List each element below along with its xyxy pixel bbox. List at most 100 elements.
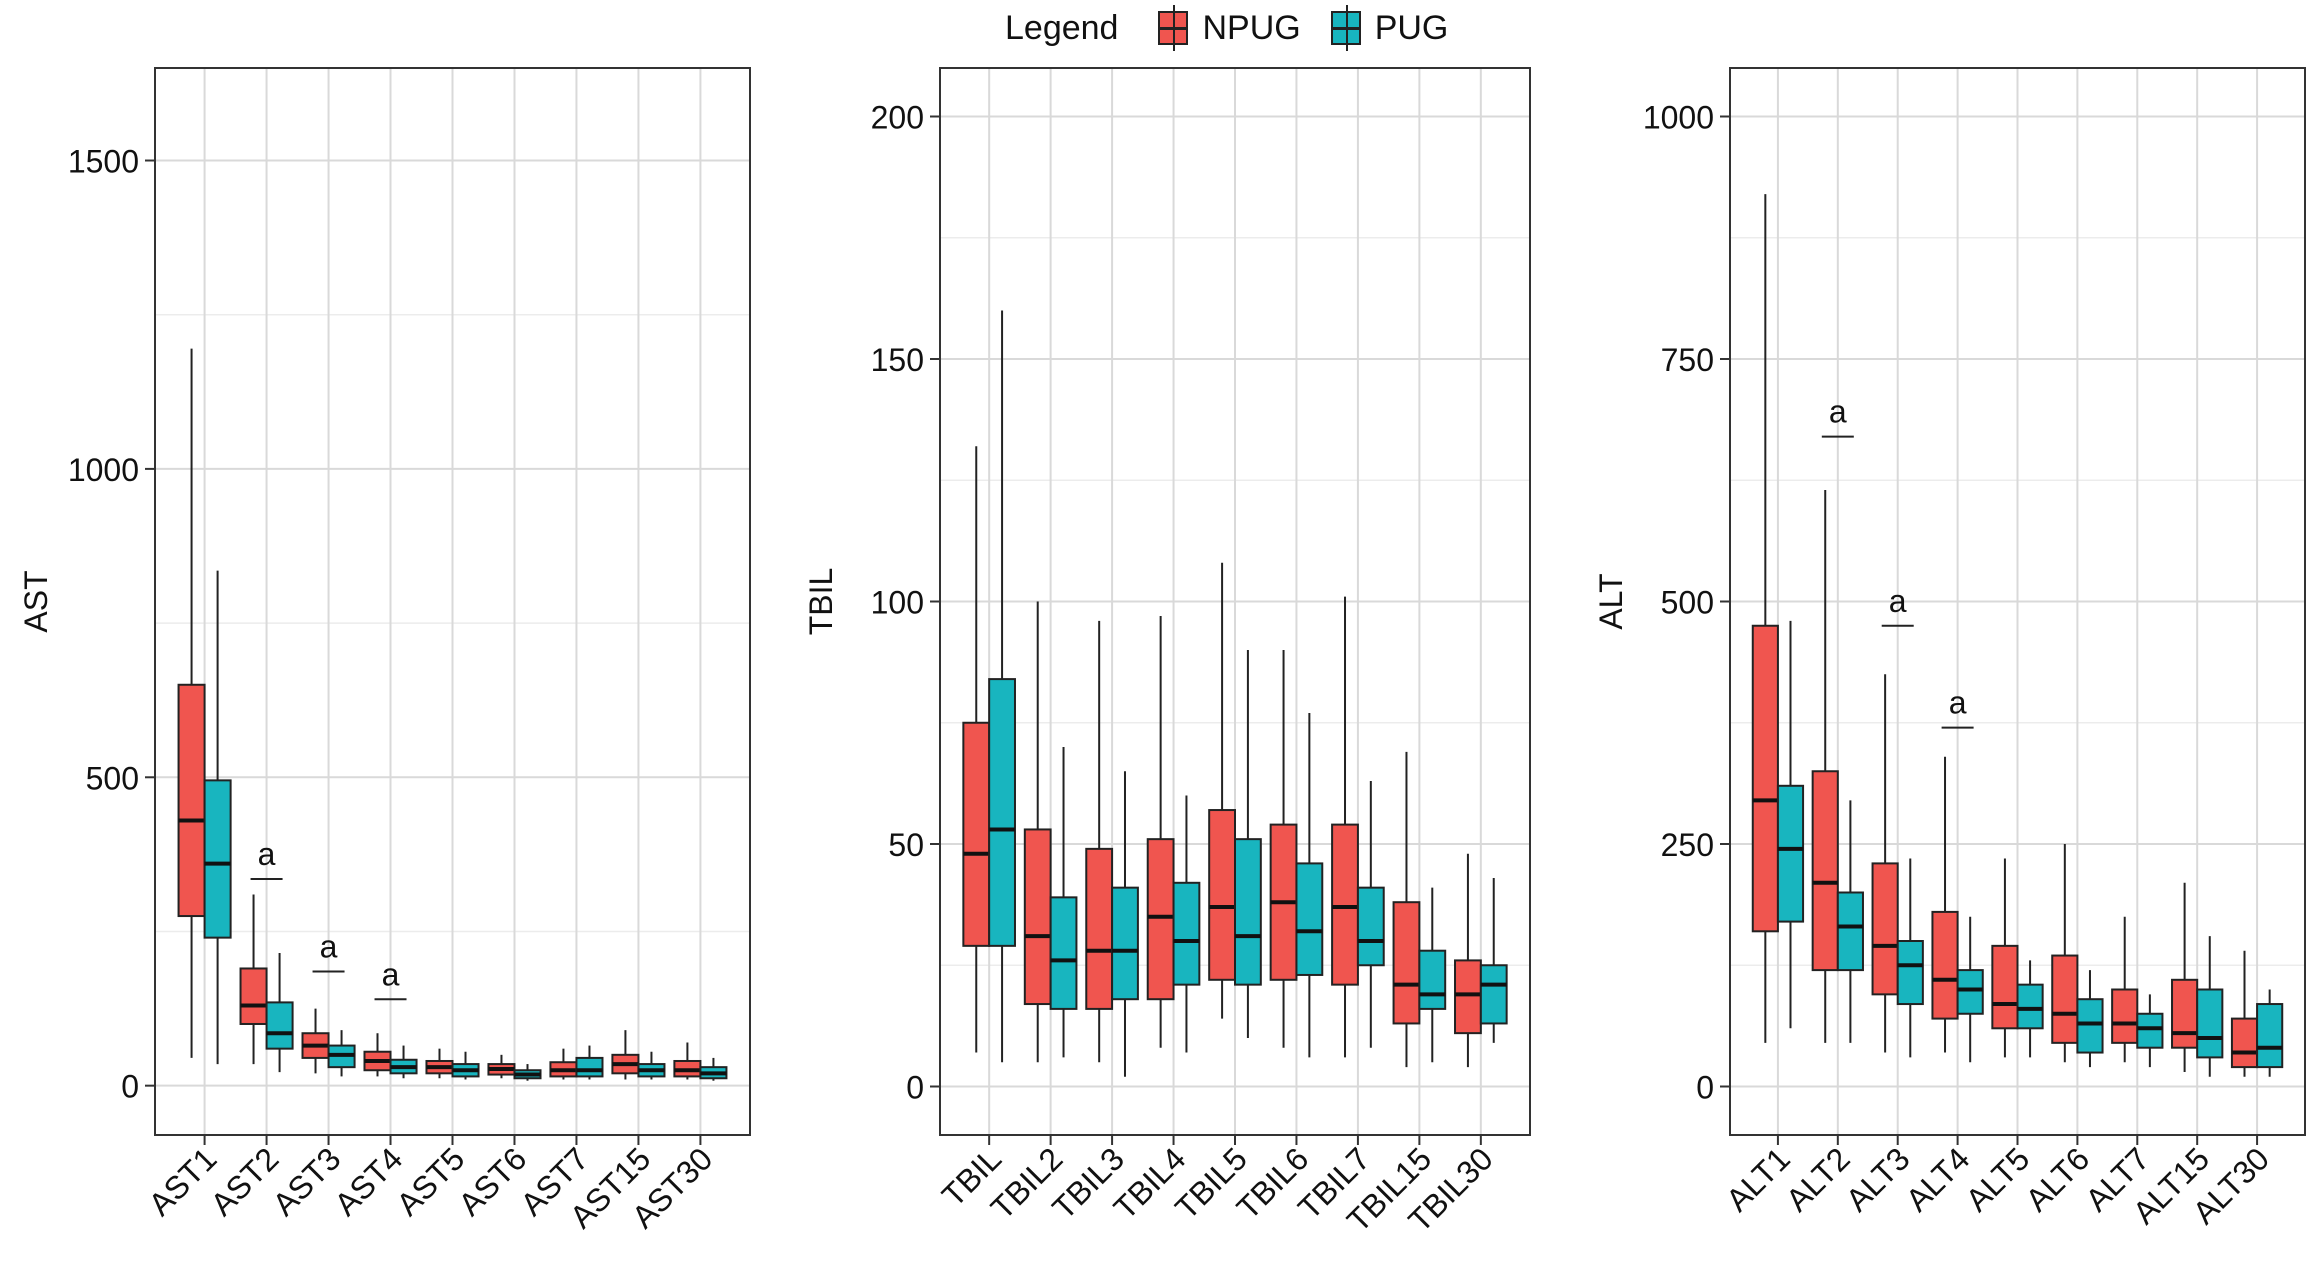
y-axis-title: ALT xyxy=(1593,573,1629,629)
y-tick-label: 0 xyxy=(906,1070,924,1106)
y-tick-label: 0 xyxy=(1696,1070,1714,1106)
box-body xyxy=(1454,959,1482,1035)
box-body xyxy=(2051,954,2079,1044)
box-npug-tbil3 xyxy=(1085,620,1114,1063)
x-tick-label: ALT6 xyxy=(2018,1140,2096,1218)
x-tick-label: ALT4 xyxy=(1899,1140,1977,1218)
y-tick-label: 50 xyxy=(888,827,924,863)
box-pug-tbil xyxy=(988,310,1016,1063)
box-body xyxy=(2171,978,2199,1049)
box-body xyxy=(1871,862,1899,996)
x-tick-label: ALT3 xyxy=(1839,1140,1917,1218)
box-body xyxy=(239,967,268,1025)
box-body xyxy=(2111,988,2139,1044)
box-body xyxy=(1836,891,1864,972)
box-npug-alt2 xyxy=(1811,489,1839,1043)
box-body xyxy=(177,683,206,918)
box-body xyxy=(1776,784,1805,923)
box-pug-ast3 xyxy=(327,1030,356,1077)
x-tick-label: ALT2 xyxy=(1779,1140,1857,1218)
x-tick-label: AST3 xyxy=(265,1140,347,1222)
box-npug-ast3 xyxy=(301,1008,330,1074)
panel-ast: 050010001500ASTAST1AST2AST3AST4AST5AST6A… xyxy=(18,67,751,1235)
legend-key-pug xyxy=(1330,5,1361,51)
box-pug-ast5 xyxy=(451,1051,480,1080)
box-body xyxy=(1931,910,1959,1020)
box-body xyxy=(1111,886,1139,1001)
box-body xyxy=(1295,862,1324,976)
box-body xyxy=(2230,1017,2259,1069)
box-body xyxy=(962,721,991,947)
annotation-label: a xyxy=(382,956,400,992)
box-pug-alt4 xyxy=(1956,916,1984,1063)
box-body xyxy=(1896,940,1924,1006)
y-tick-label: 1000 xyxy=(1643,100,1714,136)
box-npug-tbil5 xyxy=(1208,562,1236,1019)
box-pug-ast4 xyxy=(389,1045,418,1079)
x-tick-label: AST5 xyxy=(389,1140,471,1222)
box-pug-tbil2 xyxy=(1049,747,1078,1058)
box-pug-alt2 xyxy=(1836,800,1864,1043)
box-npug-ast2 xyxy=(239,894,268,1065)
x-tick-label: AST1 xyxy=(141,1140,223,1222)
y-tick-label: 500 xyxy=(86,760,139,796)
box-npug-tbil xyxy=(962,446,991,1053)
annotation-label: a xyxy=(1889,583,1907,619)
box-body xyxy=(1956,969,1984,1015)
box-body xyxy=(1331,823,1359,986)
box-npug-alt30 xyxy=(2230,950,2259,1077)
box-pug-tbil15 xyxy=(1418,887,1447,1063)
x-tick-label: ALT5 xyxy=(1959,1140,2037,1218)
box-body xyxy=(2076,998,2104,1054)
y-axis-title: AST xyxy=(18,570,54,632)
box-body xyxy=(1146,838,1175,1001)
y-tick-label: 100 xyxy=(871,585,924,621)
box-npug-alt4 xyxy=(1931,756,1959,1053)
box-npug-ast4 xyxy=(363,1033,392,1077)
box-body xyxy=(1392,901,1421,1025)
box-body xyxy=(265,1001,294,1050)
legend-key-npug xyxy=(1158,5,1189,51)
box-pug-tbil7 xyxy=(1356,780,1385,1048)
box-pug-alt30 xyxy=(2256,989,2284,1077)
box-npug-tbil7 xyxy=(1331,596,1359,1058)
box-npug-ast5 xyxy=(425,1048,454,1079)
box-body xyxy=(1356,886,1385,967)
y-tick-label: 200 xyxy=(871,100,924,136)
box-body xyxy=(2196,988,2224,1059)
legend: Legend NPUG PUG xyxy=(1005,4,1478,52)
box-body xyxy=(1049,896,1078,1010)
box-npug-alt15 xyxy=(2171,882,2199,1072)
box-body xyxy=(1023,828,1052,1006)
box-body xyxy=(1418,949,1447,1010)
legend-title: Legend xyxy=(1005,8,1119,47)
box-body xyxy=(2136,1012,2164,1049)
box-npug-ast7 xyxy=(549,1048,578,1080)
y-tick-label: 750 xyxy=(1661,342,1714,378)
box-npug-alt3 xyxy=(1871,674,1899,1053)
panel-tbil: 050100150200TBILTBILTBIL2TBIL3TBIL4TBIL5… xyxy=(803,67,1531,1239)
box-pug-alt15 xyxy=(2196,936,2224,1077)
annotation-label: a xyxy=(1949,685,1967,721)
y-tick-label: 150 xyxy=(871,342,924,378)
box-body xyxy=(1811,770,1839,972)
box-body xyxy=(1991,944,2019,1030)
annotation-label: a xyxy=(1829,394,1847,430)
box-pug-ast30 xyxy=(699,1057,728,1081)
box-npug-tbil2 xyxy=(1023,601,1052,1063)
box-body xyxy=(1085,847,1114,1010)
y-tick-label: 500 xyxy=(1661,585,1714,621)
box-body xyxy=(1479,964,1508,1025)
box-pug-tbil30 xyxy=(1479,877,1508,1043)
box-pug-alt6 xyxy=(2076,970,2104,1068)
box-pug-alt1 xyxy=(1776,620,1805,1029)
box-npug-tbil6 xyxy=(1269,650,1298,1048)
box-pug-tbil5 xyxy=(1234,650,1262,1038)
box-pug-ast7 xyxy=(575,1045,604,1080)
box-body xyxy=(1172,881,1201,986)
box-pug-ast1 xyxy=(203,570,232,1065)
box-npug-alt6 xyxy=(2051,844,2079,1063)
box-npug-ast30 xyxy=(673,1042,702,1080)
x-tick-label: AST6 xyxy=(451,1140,533,1222)
legend-item-pug: PUG xyxy=(1330,5,1448,51)
